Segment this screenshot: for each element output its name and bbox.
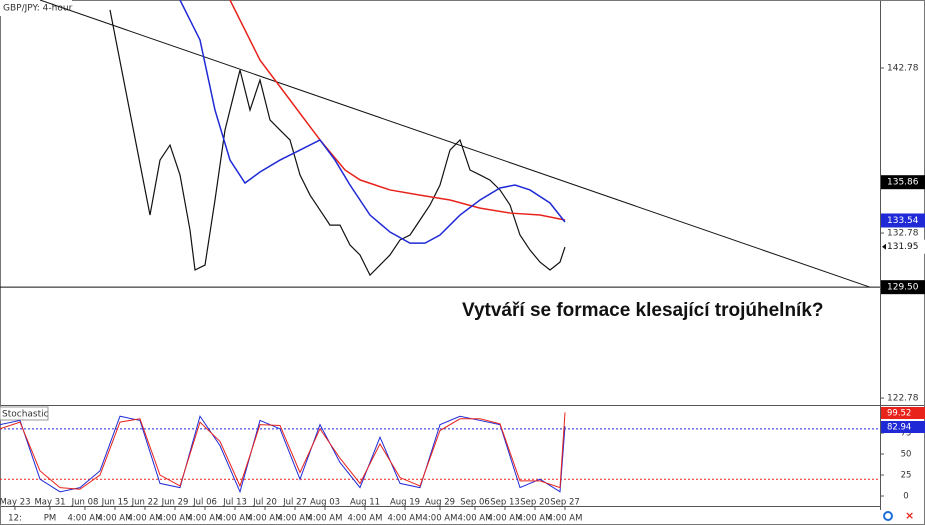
main-plot <box>0 0 880 288</box>
time-label: 4:00 AM <box>388 514 423 524</box>
stoch-value-box <box>881 407 925 419</box>
stoch-y-tick-label: 75 <box>901 429 912 439</box>
toolbar-icons: × <box>883 509 914 522</box>
x-tick-label: Sep 27 <box>550 498 580 508</box>
time-label: 12: <box>8 514 22 524</box>
x-tick-label: Jul 13 <box>222 498 247 508</box>
stoch-value-label: 99.52 <box>887 409 911 419</box>
stochastic-title: Stochastic <box>2 410 49 420</box>
time-label: 4:00 AM <box>128 514 163 524</box>
x-tick-label: Aug 19 <box>390 498 420 508</box>
chart-title: GBP/JPY: 4-hour <box>3 4 73 14</box>
stochastic-plot <box>0 412 880 494</box>
x-tick-label: Jul 06 <box>192 498 217 508</box>
price-marker-box <box>881 175 925 190</box>
title-bg <box>0 0 72 16</box>
annotation: Vytváří se formace klesající trojúhelník… <box>462 300 824 321</box>
x-tick-label: Aug 11 <box>350 498 380 508</box>
time-label: 4:00 AM <box>308 514 343 524</box>
price-marker-label: 131.95 <box>887 242 919 252</box>
x-tick-label: May 31 <box>34 498 65 508</box>
x-tick-label: Jun 15 <box>101 498 129 508</box>
price-marker-box <box>881 280 925 295</box>
price-marker-label: 133.54 <box>887 216 919 226</box>
series-line <box>0 412 566 490</box>
x-tick-label: Aug 29 <box>425 498 455 508</box>
time-label: 4:00 AM <box>188 514 223 524</box>
time-label: 4:00 AM <box>458 514 493 524</box>
y-tick-label: 142.78 <box>887 63 919 73</box>
stoch-y-tick-label: 50 <box>901 450 912 460</box>
stoch-value-box <box>881 421 925 433</box>
stochastic-title-bg <box>0 406 49 421</box>
x-tick-label: Jun 22 <box>131 498 159 508</box>
time-label: 4:00 AM <box>518 514 553 524</box>
stoch-y-tick-label: 25 <box>901 471 912 481</box>
series-line <box>229 0 566 221</box>
series-line <box>0 415 566 494</box>
time-label: 4:00 AM <box>68 514 103 524</box>
price-marker-label: 135.86 <box>887 178 919 188</box>
x-tick-label: Aug 03 <box>310 498 340 508</box>
x-tick-label: Jul 20 <box>252 498 277 508</box>
x-tick-label: Jul 27 <box>282 498 307 508</box>
time-label: 4:00 AM <box>488 514 523 524</box>
x-tick-label: Sep 13 <box>490 498 520 508</box>
stoch-y-tick-label: 0 <box>903 492 908 502</box>
time-label: 4:00 AM <box>98 514 133 524</box>
x-tick-label: Sep 20 <box>520 498 550 508</box>
trendline <box>39 0 871 288</box>
price-marker-box <box>881 213 925 228</box>
time-label: 4:00 AM <box>218 514 253 524</box>
x-tick-label: May 23 <box>0 498 31 508</box>
price-marker-label: 129.50 <box>887 283 919 293</box>
x-tick-label: Jun 29 <box>161 498 189 508</box>
time-label: 4:00 AM <box>548 514 583 524</box>
stoch-value-label: 82.94 <box>887 423 911 433</box>
x-tick-label: Sep 06 <box>460 498 490 508</box>
price-marker-arrow <box>882 243 886 250</box>
time-label: 4:00 AM <box>158 514 193 524</box>
y-tick-label: 132.78 <box>887 229 919 239</box>
time-label: PM <box>44 514 56 524</box>
link-icon[interactable] <box>883 511 893 521</box>
close-icon[interactable]: × <box>905 509 914 522</box>
series-line <box>109 9 566 277</box>
series-line <box>179 0 566 244</box>
x-tick-label: Jun 08 <box>71 498 99 508</box>
price-marker-box <box>881 239 925 254</box>
time-label: 4:00 AM <box>278 514 313 524</box>
time-label: 4:00 AM <box>248 514 283 524</box>
time-label: 4:00 AM <box>348 514 383 524</box>
y-tick-label: 122.78 <box>887 394 919 404</box>
time-label: 4:00 AM <box>423 514 458 524</box>
